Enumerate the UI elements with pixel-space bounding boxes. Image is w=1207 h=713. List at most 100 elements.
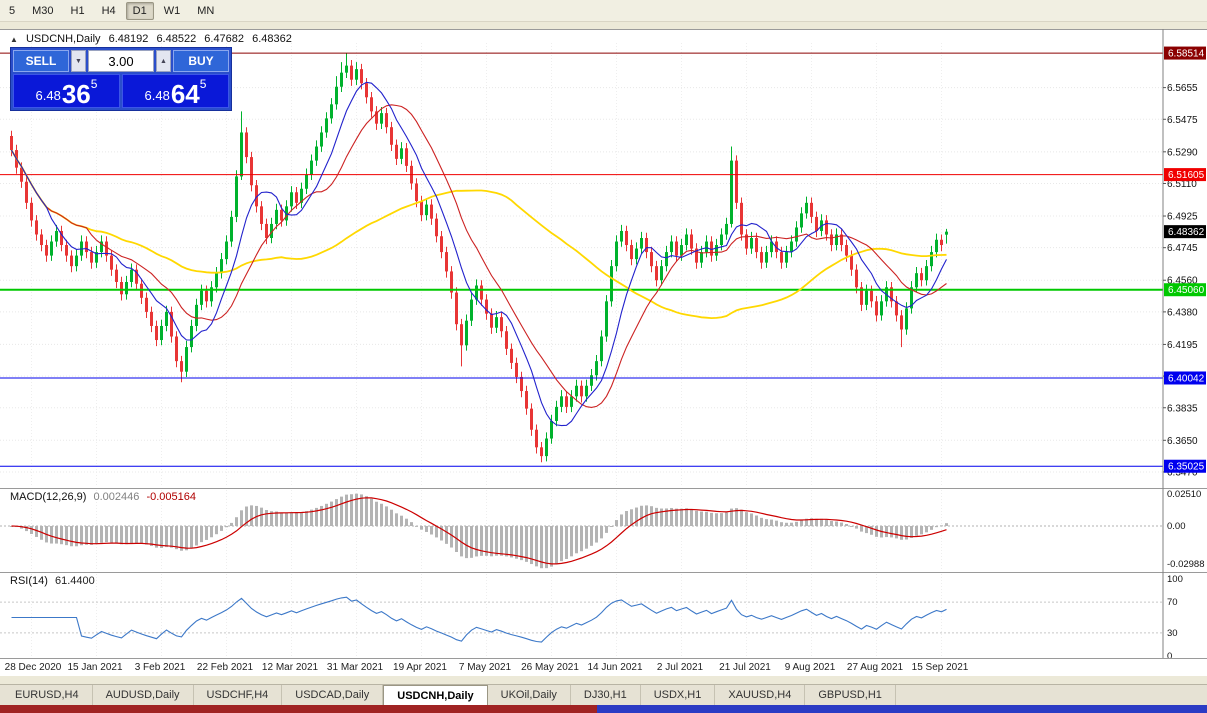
macd-histogram-bar — [60, 526, 63, 545]
buy-button[interactable]: BUY — [173, 50, 229, 72]
macd-histogram-bar — [775, 520, 778, 526]
candle-body-up — [315, 146, 318, 161]
candle-body-up — [470, 299, 473, 321]
sell-price-pip: 5 — [90, 77, 98, 91]
candle-body-up — [275, 209, 278, 224]
timeframe-button-MN[interactable]: MN — [197, 4, 215, 17]
macd-histogram-bar — [855, 526, 858, 529]
ohlc-low: 6.47682 — [204, 33, 245, 45]
volume-input[interactable] — [88, 50, 154, 72]
chart-ohlc-header: ▲ USDCNH,Daily 6.48192 6.48522 6.47682 6… — [10, 33, 297, 45]
macd-histogram-bar — [280, 512, 283, 526]
volume-decrease-button[interactable]: ▼ — [71, 50, 86, 72]
candle-body-up — [660, 266, 663, 281]
timeframe-button-D1[interactable]: D1 — [125, 1, 154, 20]
macd-histogram-bar — [860, 526, 863, 532]
timeframe-button-5[interactable]: 5 — [9, 4, 16, 17]
macd-histogram-bar — [890, 526, 893, 538]
candle-body-up — [680, 245, 683, 256]
macd-histogram-bar — [235, 517, 238, 526]
volume-increase-button[interactable]: ▲ — [156, 50, 171, 72]
candle-body-down — [60, 230, 63, 246]
candle-body-up — [225, 241, 228, 260]
chart-tab-USDCNH-Daily[interactable]: USDCNH,Daily — [383, 685, 488, 705]
candle-body-up — [750, 238, 753, 249]
timeframe-button-W1[interactable]: W1 — [163, 4, 181, 17]
time-axis[interactable]: 28 Dec 2020 15 Jan 2021 3 Feb 2021 22 Feb 2… — [0, 658, 1207, 676]
macd-histogram-bar — [50, 526, 53, 544]
date-axis-label: 22 Feb 2021 — [196, 662, 254, 673]
macd-histogram-bar — [405, 518, 408, 526]
candle-body-up — [905, 308, 908, 330]
macd-histogram-bar — [780, 522, 783, 526]
candle-body-down — [625, 230, 628, 246]
rsi-indicator-panel[interactable]: 100 70 30 0 — [0, 572, 1207, 658]
ma-line-16 — [11, 104, 947, 408]
date-axis-label: 27 Aug 2021 — [846, 662, 904, 673]
macd-histogram-bar — [570, 526, 573, 557]
candle-body-up — [770, 241, 773, 253]
chart-tab-USDX-H1[interactable]: USDX,H1 — [641, 685, 716, 705]
chart-tab-USDCAD-Daily[interactable]: USDCAD,Daily — [282, 685, 384, 705]
macd-histogram-bar — [795, 521, 798, 526]
macd-histogram-bar — [475, 526, 478, 557]
symbol-label: USDCNH,Daily — [25, 33, 101, 45]
macd-histogram-bar — [75, 526, 78, 547]
candle-body-up — [685, 234, 688, 246]
macd-histogram-bar — [320, 505, 323, 526]
macd-axis-label: -0.02988 — [1167, 559, 1205, 570]
chart-tab-UKOil-Daily[interactable]: UKOil,Daily — [488, 685, 571, 705]
candle-body-down — [875, 301, 878, 316]
candle-body-up — [730, 160, 733, 224]
candle-body-down — [540, 447, 543, 457]
sell-button[interactable]: SELL — [13, 50, 69, 72]
macd-histogram-bar — [845, 524, 848, 526]
one-click-trade-panel: SELL ▼ ▲ BUY 6.48 36 5 6.48 64 5 — [10, 47, 232, 111]
macd-histogram-bar — [670, 507, 673, 526]
candle-body-up — [635, 248, 638, 260]
candle-body-down — [830, 234, 833, 246]
chart-tab-DJ30-H1[interactable]: DJ30,H1 — [571, 685, 641, 705]
chart-tab-USDCHF-H4[interactable]: USDCHF,H4 — [194, 685, 283, 705]
macd-histogram-bar — [525, 526, 528, 562]
macd-indicator-panel[interactable]: 0.02510 0.00 -0.02988 — [0, 488, 1207, 572]
candle-body-down — [515, 362, 518, 377]
candle-body-up — [575, 385, 578, 397]
macd-histogram-bar — [615, 520, 618, 526]
price-axis-label: 6.5110 — [1167, 179, 1197, 190]
chart-tab-GBPUSD-H1[interactable]: GBPUSD,H1 — [805, 685, 896, 705]
buy-price-display[interactable]: 6.48 64 5 — [122, 74, 229, 108]
timeframe-button-H4[interactable]: H4 — [101, 4, 116, 17]
candle-body-down — [420, 201, 423, 216]
price-chart[interactable]: 6.5655 6.5475 6.5290 6.5110 6.4925 6.4745 6.45… — [0, 29, 1207, 488]
candle-body-up — [95, 252, 98, 263]
candle-body-down — [520, 376, 523, 392]
candle-body-up — [495, 317, 498, 328]
macd-histogram-bar — [830, 520, 833, 526]
date-axis-label: 2 Jul 2021 — [656, 662, 704, 673]
chart-tab-EURUSD-H4[interactable]: EURUSD,H4 — [2, 685, 93, 705]
macd-histogram-bar — [480, 526, 483, 556]
chart-tab-AUDUSD-Daily[interactable]: AUDUSD,Daily — [93, 685, 194, 705]
candle-body-up — [465, 320, 468, 346]
macd-histogram-bar — [190, 526, 193, 549]
candle-body-up — [100, 241, 103, 253]
macd-histogram-bar — [305, 511, 308, 526]
candle-body-up — [75, 255, 78, 267]
candle-body-down — [505, 331, 508, 349]
sell-price-prefix: 6.48 — [35, 88, 61, 103]
sell-price-display[interactable]: 6.48 36 5 — [13, 74, 120, 108]
price-axis-label: 6.3470 — [1167, 467, 1198, 478]
buy-price-big-digits: 64 — [170, 78, 200, 109]
macd-histogram-bar — [205, 526, 208, 540]
timeframe-button-M30[interactable]: M30 — [32, 4, 54, 17]
chart-tab-XAUUSD-H4[interactable]: XAUUSD,H4 — [715, 685, 806, 705]
macd-histogram-bar — [30, 526, 33, 534]
timeframe-button-H1[interactable]: H1 — [70, 4, 85, 17]
candle-body-up — [545, 438, 548, 457]
rsi-axis-label: 100 — [1167, 574, 1183, 585]
collapse-chart-icon[interactable]: ▲ — [10, 35, 18, 44]
candle-body-down — [40, 234, 43, 246]
macd-histogram-bar — [895, 526, 898, 539]
candle-body-up — [305, 174, 308, 189]
